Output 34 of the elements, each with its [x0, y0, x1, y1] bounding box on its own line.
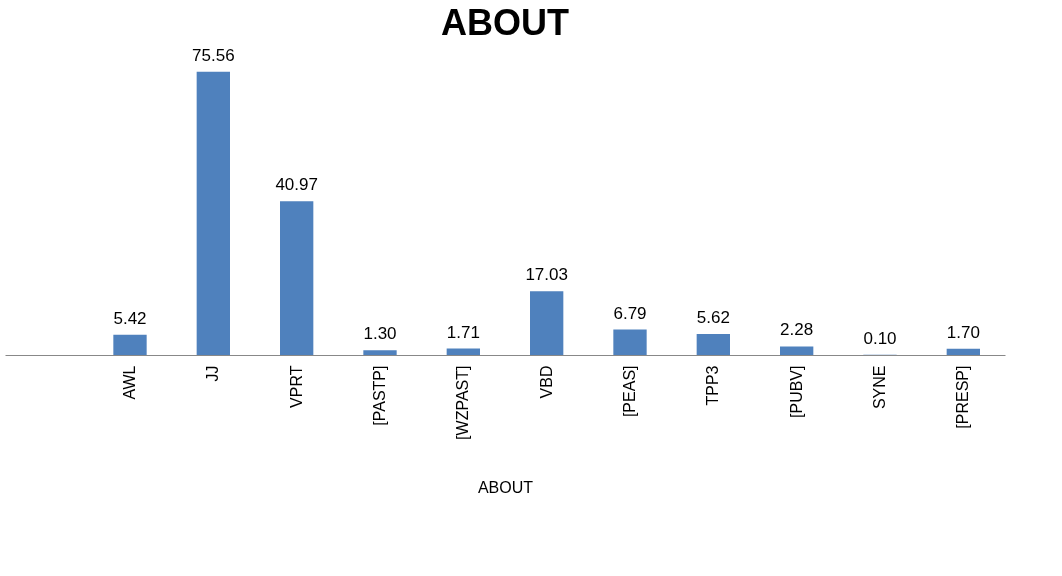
x-tick-label: [PRESP]	[954, 365, 972, 429]
bar	[946, 348, 980, 355]
bar	[696, 333, 730, 355]
bar	[113, 334, 147, 355]
bar	[280, 201, 314, 355]
data-label: 6.79	[613, 303, 647, 323]
chart-title: ABOUT	[441, 1, 569, 43]
data-label: 5.62	[696, 307, 730, 327]
data-label: 75.56	[192, 45, 235, 65]
data-label: 5.42	[113, 308, 147, 328]
x-tick-label: [WZPAST]	[454, 365, 472, 440]
bar	[780, 346, 814, 355]
data-label: 40.97	[275, 175, 318, 195]
data-label: 2.28	[780, 320, 814, 340]
x-tick-label: VPRT	[287, 365, 305, 408]
bar	[530, 291, 564, 355]
x-tick-label: SYNE	[871, 365, 888, 410]
data-label: 1.70	[946, 322, 980, 342]
data-label: 1.71	[446, 322, 480, 342]
bar	[196, 71, 230, 355]
data-label: 1.30	[363, 324, 397, 344]
x-tick-label: TPP3	[704, 365, 722, 406]
data-label: 0.10	[863, 328, 897, 348]
bar	[613, 329, 647, 355]
x-tick-label: AWL	[121, 365, 138, 400]
x-tick-label: [PASTP]	[371, 365, 388, 426]
x-tick-label: [PUBV]	[787, 365, 805, 418]
bar	[446, 348, 480, 355]
x-tick-label: VBD	[537, 365, 555, 399]
x-axis-title: ABOUT	[477, 478, 534, 496]
x-tick-label: JJ	[204, 365, 222, 382]
bar	[363, 350, 397, 355]
x-tick-label: [PEAS]	[621, 365, 638, 418]
data-label: 17.03	[525, 265, 568, 285]
